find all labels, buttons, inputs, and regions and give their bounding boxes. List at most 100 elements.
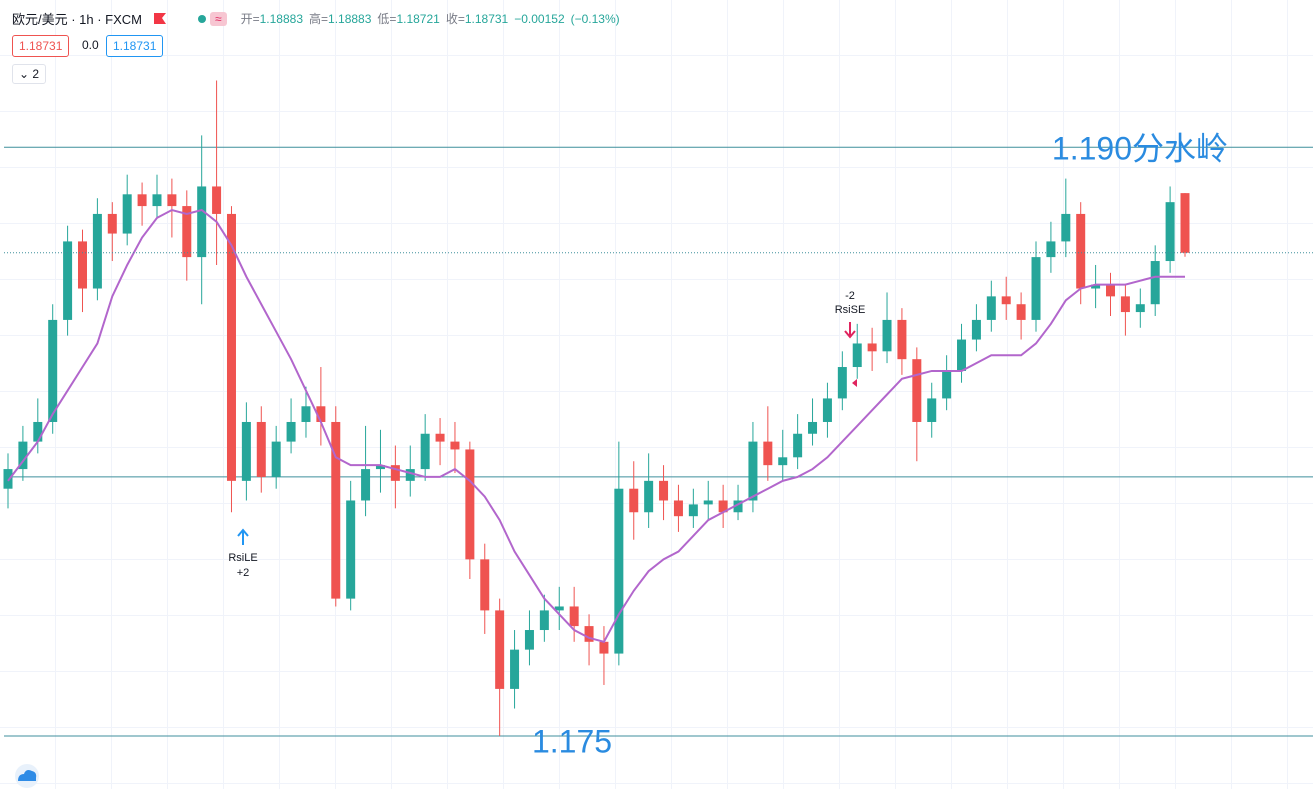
level-label: 1.190分水岭 xyxy=(1052,131,1228,167)
candle-body xyxy=(122,194,132,234)
candle-body xyxy=(450,441,460,450)
candle-body xyxy=(584,626,594,642)
indicator-toggle[interactable]: ⌄ 2 xyxy=(12,64,47,84)
candle-body xyxy=(1001,296,1011,305)
candle-body xyxy=(703,500,713,505)
signal-label: RsiSE xyxy=(835,304,866,316)
legend-header: 欧元/美元 · 1h · FXCM ≈ 开= 1.18883 高= 1.18883 … xyxy=(12,9,626,28)
candle-body xyxy=(18,441,28,470)
candle-body xyxy=(927,398,937,422)
candle-body xyxy=(241,421,251,481)
candle-body xyxy=(48,319,58,422)
candle-body xyxy=(808,421,818,434)
candle-body xyxy=(688,504,698,517)
candle-body xyxy=(137,194,147,207)
candle-body xyxy=(599,641,609,654)
candle-body xyxy=(1046,241,1056,258)
candle-body xyxy=(971,319,981,340)
symbol-title: 欧元/美元 · 1h · FXCM xyxy=(12,12,143,27)
candle-body xyxy=(1165,202,1175,262)
status-dot xyxy=(198,14,207,23)
candle-body xyxy=(301,406,311,422)
candle-body xyxy=(644,480,654,513)
candle-body xyxy=(539,610,549,631)
candle-body xyxy=(1076,213,1086,289)
candle-body xyxy=(882,319,892,352)
level-label: 1.175 xyxy=(532,723,612,759)
candle-body xyxy=(1120,296,1130,313)
change: −0.00152 xyxy=(514,11,565,26)
candle-body xyxy=(1031,257,1041,320)
candle-body xyxy=(1091,284,1101,289)
bid-box[interactable]: 1.18731 xyxy=(12,35,70,57)
candle-body xyxy=(375,465,385,470)
candle-body xyxy=(1061,213,1071,242)
signal-label: RsiLE xyxy=(228,552,257,564)
candle-body xyxy=(524,630,534,650)
candle-body xyxy=(569,606,579,627)
candle-body xyxy=(1180,193,1190,253)
candle-body xyxy=(226,213,236,481)
short-arrow xyxy=(844,322,856,339)
candle-body xyxy=(495,610,505,689)
candle-body xyxy=(465,449,475,560)
ohlc-label: 开= xyxy=(240,12,260,26)
ohlc-label: 高= xyxy=(309,12,329,26)
ohlc-label: 收= xyxy=(445,12,465,26)
candle-body xyxy=(778,457,788,466)
candle-body xyxy=(733,500,743,513)
candle-body xyxy=(197,186,207,258)
candle-body xyxy=(852,343,862,368)
candle-body xyxy=(942,370,952,399)
candle-body xyxy=(405,469,415,481)
candle-body xyxy=(718,500,728,513)
candle-body xyxy=(63,241,73,320)
ohlc-value: 1.18883 xyxy=(259,11,304,26)
candle-body xyxy=(420,433,430,470)
candle-body xyxy=(912,359,922,422)
candle-body xyxy=(673,500,683,517)
candle-body xyxy=(763,441,773,466)
candle-body xyxy=(33,421,43,442)
ohlc-value: 1.18883 xyxy=(328,11,372,26)
candle-body xyxy=(1135,304,1145,313)
candle-body xyxy=(793,433,803,458)
candle-body xyxy=(182,206,192,258)
candle-body xyxy=(92,213,102,289)
candle-body xyxy=(286,421,296,442)
candle-body xyxy=(510,649,520,689)
change-pct: (−0.13%) xyxy=(570,11,620,26)
candle-body xyxy=(822,398,832,422)
ask-box[interactable]: 1.18731 xyxy=(106,35,164,57)
ohlc-label: 低= xyxy=(377,12,397,26)
candle-body xyxy=(748,441,758,501)
candle-body xyxy=(1150,261,1160,305)
badge[interactable]: ≈ xyxy=(210,11,227,26)
candle-body xyxy=(361,469,371,501)
candle-body xyxy=(837,367,847,399)
candle-body xyxy=(316,406,326,422)
candle-body xyxy=(390,465,400,481)
candle-body xyxy=(629,488,639,513)
candle-body xyxy=(346,500,356,599)
signal-amount: +2 xyxy=(237,567,250,579)
flag[interactable] xyxy=(152,12,168,26)
candle-body xyxy=(256,421,266,477)
logo-mark xyxy=(18,770,37,781)
candle-body xyxy=(554,606,564,611)
long-arrow xyxy=(237,528,249,545)
candle-body xyxy=(614,488,624,654)
candle-body xyxy=(867,343,877,352)
candle-body xyxy=(435,433,445,442)
candle-body xyxy=(1016,304,1026,320)
ohlc-value: 1.18721 xyxy=(396,11,440,26)
candle-body xyxy=(1106,284,1116,297)
candle-body xyxy=(957,339,967,371)
candle-body xyxy=(659,480,669,501)
candle-body xyxy=(107,213,117,234)
candle-body xyxy=(212,186,222,214)
signal-amount: -2 xyxy=(845,290,855,302)
candle-body xyxy=(986,296,996,320)
